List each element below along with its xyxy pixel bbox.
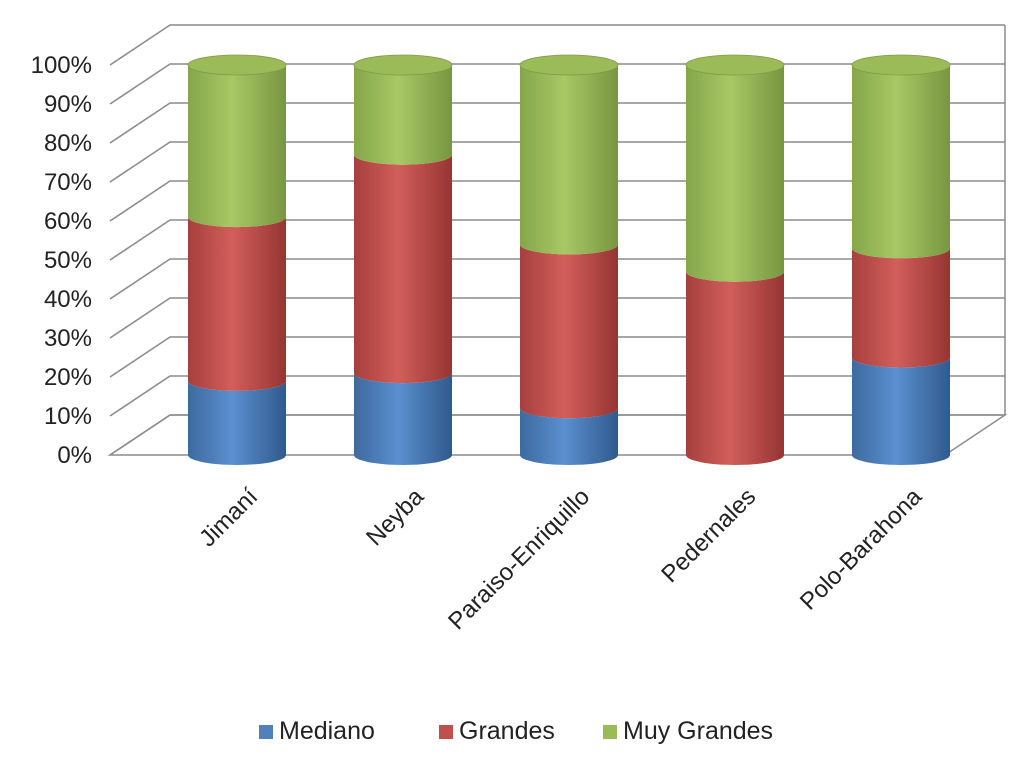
- bar-top-cap: [851, 54, 951, 76]
- y-tick-label: 80%: [44, 130, 92, 157]
- legend-label: Mediano: [279, 717, 375, 745]
- bar-segment-muy-grandes: [520, 65, 618, 255]
- bar-top-cap: [353, 54, 453, 76]
- x-category-label: Pedernales: [656, 483, 761, 588]
- legend-label: Muy Grandes: [623, 717, 773, 745]
- bar-segment-muy-grandes: [686, 65, 784, 282]
- bar-top-cap: [685, 54, 785, 76]
- bar-segment-muy-grandes: [354, 65, 452, 165]
- legend-label: Grandes: [459, 717, 555, 745]
- bar-segment-mediano: [354, 373, 452, 465]
- x-category-label: Polo-Barahona: [795, 483, 928, 616]
- y-axis-tick-labels: 0% 10% 20% 30% 40% 50% 60% 70% 80% 90% 100%: [31, 52, 92, 469]
- x-category-label: Jimaní: [194, 483, 263, 552]
- legend: Mediano Grandes Muy Grandes: [259, 717, 773, 745]
- x-axis-category-labels: Jimaní Neyba Paraiso-Enriquillo Pedernales P…: [194, 483, 928, 636]
- bar-stack: [187, 54, 287, 465]
- bar-stack: [519, 54, 619, 465]
- bar-top-cap: [187, 54, 287, 76]
- y-tick-label: 70%: [44, 169, 92, 196]
- bar-segment-mediano: [188, 380, 286, 465]
- y-tick-label: 50%: [44, 247, 92, 274]
- bar-segment-muy-grandes: [188, 65, 286, 228]
- gridline: [109, 24, 1005, 66]
- legend-swatch-mediano: [259, 725, 273, 739]
- x-category-label: Neyba: [361, 483, 430, 552]
- bar-segment-grandes: [852, 248, 950, 368]
- y-tick-label: 40%: [44, 286, 92, 313]
- legend-swatch-grandes: [439, 725, 453, 739]
- y-tick-label: 20%: [44, 364, 92, 391]
- bar-series: [187, 54, 951, 465]
- bar-segment-muy-grandes: [852, 65, 950, 259]
- y-tick-label: 30%: [44, 325, 92, 352]
- y-tick-label: 90%: [44, 91, 92, 118]
- bar-segment-grandes: [520, 244, 618, 419]
- bar-top-cap: [519, 54, 619, 76]
- bar-stack: [851, 54, 951, 465]
- bar-segment-grandes: [686, 271, 784, 465]
- bar-segment-grandes: [354, 154, 452, 384]
- bar-segment-grandes: [188, 217, 286, 391]
- bar-segment-mediano: [520, 408, 618, 465]
- bar-stack: [353, 54, 453, 465]
- y-tick-label: 10%: [44, 403, 92, 430]
- bar-segment-mediano: [852, 357, 950, 465]
- bar-stack: [685, 54, 785, 465]
- y-tick-label: 0%: [57, 442, 92, 469]
- y-tick-label: 100%: [31, 52, 92, 79]
- y-tick-label: 60%: [44, 208, 92, 235]
- x-category-label: Paraiso-Enriquillo: [443, 483, 595, 635]
- legend-swatch-muy-grandes: [603, 725, 617, 739]
